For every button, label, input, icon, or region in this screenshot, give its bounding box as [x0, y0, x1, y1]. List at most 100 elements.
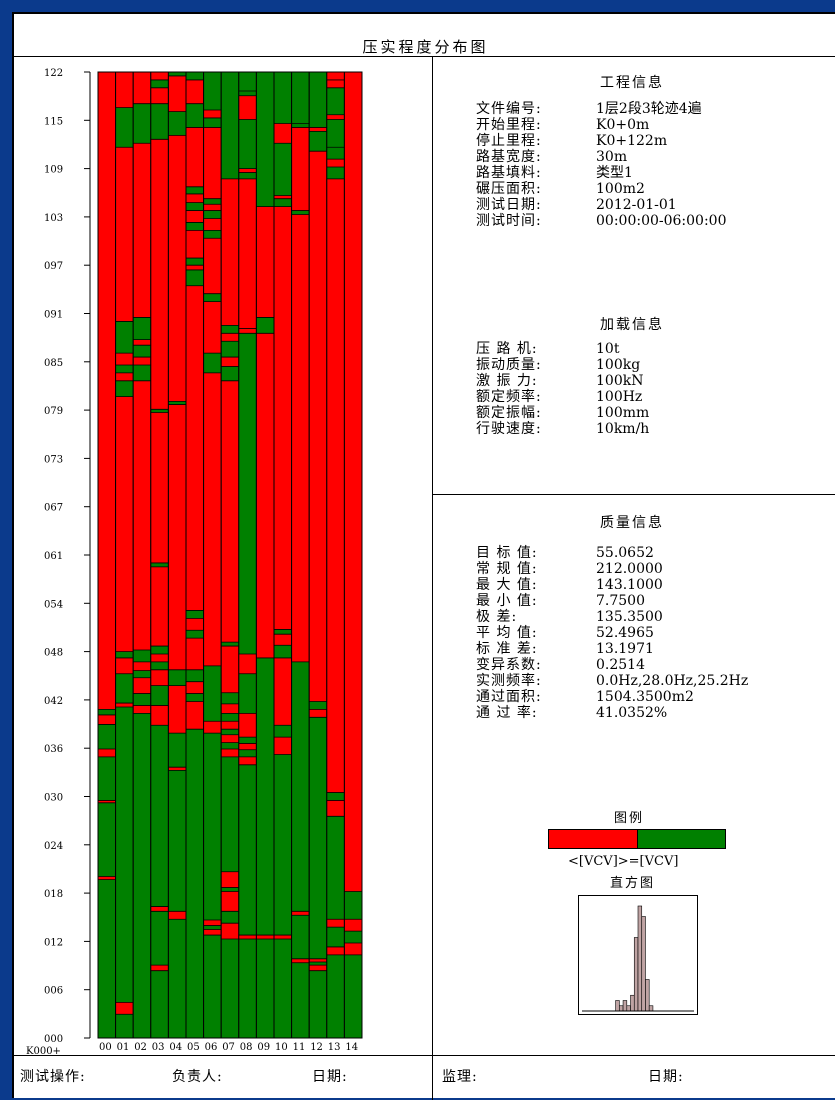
compaction-cell — [115, 651, 134, 658]
info-label: 额定频率: — [476, 389, 542, 405]
info-row: 目 标 值: 55.0652 — [476, 544, 654, 563]
histogram-chart — [578, 895, 698, 1015]
compaction-cell — [309, 970, 327, 1038]
x-tick-label: 05 — [187, 1042, 200, 1053]
compaction-cell — [221, 729, 239, 735]
compaction-cell — [238, 713, 257, 738]
info-label: 通过面积: — [476, 689, 542, 705]
compaction-cell — [168, 685, 186, 734]
compaction-cell — [238, 749, 257, 757]
compaction-cell — [203, 353, 222, 373]
compaction-cell — [115, 353, 134, 365]
compaction-cell — [186, 127, 204, 187]
compaction-cell — [186, 222, 204, 231]
compaction-cell — [309, 961, 327, 966]
info-value: 00:00:00-06:00:00 — [596, 213, 727, 229]
compaction-cell — [98, 800, 116, 803]
compaction-cell — [186, 230, 204, 259]
compaction-cell — [291, 123, 310, 128]
compaction-cell — [186, 630, 204, 639]
info-row: 开始里程: K0+0m — [476, 116, 649, 135]
info-row: 测试时间: 00:00:00-06:00:00 — [476, 212, 726, 231]
info-value: 1504.3500m2 — [596, 689, 694, 705]
compaction-cell — [256, 317, 274, 334]
x-tick-label: 00 — [99, 1042, 112, 1053]
y-tick-label: 054 — [44, 599, 63, 610]
compaction-cell — [238, 737, 257, 744]
compaction-cell — [203, 301, 222, 354]
x-tick-label: 06 — [205, 1042, 218, 1053]
compaction-cell — [133, 103, 151, 144]
legend-caption: <[VCV]>=[VCV] — [568, 854, 679, 869]
compaction-cell — [168, 75, 186, 112]
info-label: 路基填料: — [476, 165, 542, 181]
x-tick-label: 07 — [222, 1042, 235, 1053]
compaction-cell — [291, 661, 310, 912]
compaction-cell — [291, 911, 310, 916]
histogram-bar — [615, 1000, 620, 1012]
compaction-cell — [133, 345, 151, 358]
y-tick-label: 018 — [44, 889, 63, 900]
y-tick-label: 024 — [44, 841, 63, 852]
compaction-cell — [221, 939, 239, 1038]
compaction-cell — [291, 958, 310, 963]
compaction-cell — [203, 127, 222, 199]
compaction-cell — [133, 670, 151, 678]
compaction-cell — [309, 965, 327, 971]
compaction-cell — [98, 72, 116, 710]
compaction-cell — [309, 701, 327, 710]
info-value: 7.7500 — [596, 593, 645, 609]
x-tick-label: 03 — [152, 1042, 165, 1053]
info-label: 路基宽度: — [476, 149, 542, 165]
y-tick-label: 122 — [44, 68, 63, 79]
compaction-cell — [115, 364, 134, 373]
legend-red-swatch — [549, 830, 638, 848]
compaction-cell — [274, 935, 292, 940]
info-row: 停止里程: K0+122m — [476, 132, 667, 151]
compaction-cell — [150, 653, 169, 662]
compaction-cell — [238, 673, 257, 714]
compaction-cell — [203, 920, 222, 926]
compaction-cell — [150, 646, 169, 654]
y-tick-label: 091 — [44, 310, 63, 321]
compaction-cell — [309, 958, 327, 962]
compaction-cell — [115, 380, 134, 397]
info-label: 最 小 值: — [476, 593, 538, 609]
compaction-cell — [168, 767, 186, 771]
compaction-cell — [256, 72, 274, 207]
info-value: 100kg — [596, 357, 641, 373]
compaction-cell — [238, 939, 257, 1038]
legend-title: 图例 — [614, 811, 645, 826]
info-row: 额定振幅: 100mm — [476, 404, 649, 423]
y-tick-label: 097 — [44, 261, 63, 272]
compaction-cell — [326, 800, 345, 817]
compaction-cell — [186, 701, 204, 730]
histogram-bar — [637, 905, 643, 1012]
compaction-cell — [344, 931, 362, 943]
info-value: 55.0652 — [596, 545, 654, 561]
compaction-cell — [221, 357, 239, 367]
compaction-cell — [133, 357, 151, 365]
info-value: 类型1 — [596, 165, 633, 181]
compaction-cell — [326, 954, 345, 1038]
compaction-cell — [221, 366, 239, 381]
legend-green-swatch — [637, 830, 725, 848]
compaction-cell — [221, 742, 239, 749]
footer-operator: 测试操作: — [20, 1069, 86, 1085]
compaction-cell — [186, 258, 204, 266]
compaction-cell — [150, 87, 169, 104]
compaction-cell — [168, 135, 186, 402]
compaction-cell — [168, 919, 186, 1038]
compaction-cell — [115, 107, 134, 148]
compaction-cell — [133, 143, 151, 318]
info-value: 212.0000 — [596, 561, 663, 577]
footer-date-left: 日期: — [312, 1069, 348, 1085]
compaction-cell — [221, 911, 239, 924]
info-row: 路基宽度: 30m — [476, 148, 627, 167]
compaction-cell — [203, 238, 222, 294]
histogram-bar — [619, 1005, 624, 1012]
compaction-cell — [274, 123, 292, 144]
histogram-bar — [633, 937, 639, 1012]
info-label: 常 规 值: — [476, 561, 538, 577]
compaction-cell — [203, 721, 222, 734]
